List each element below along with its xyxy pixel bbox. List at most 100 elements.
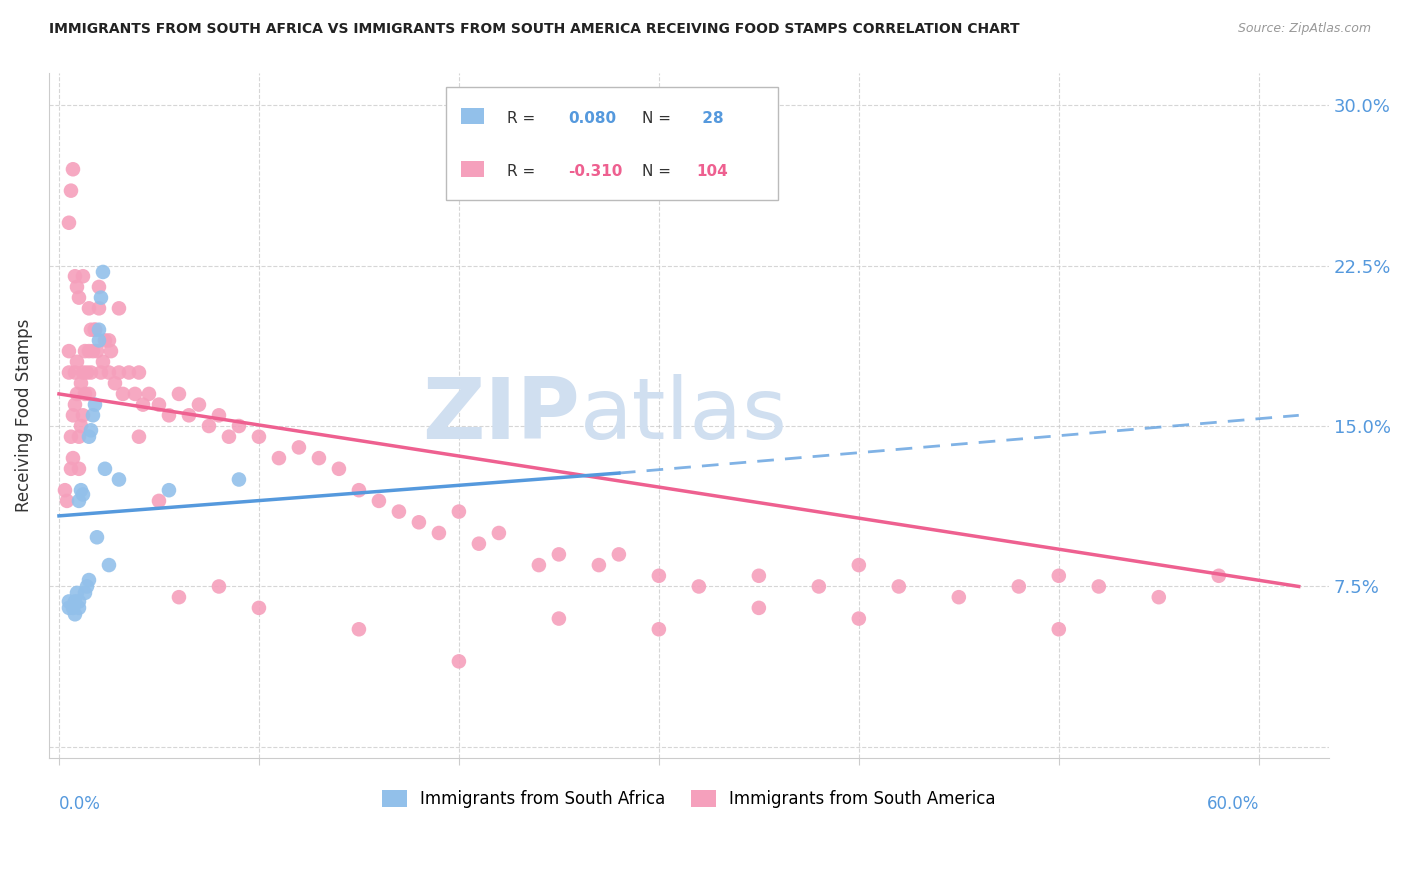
Point	[77, 301, 100, 316]
Point	[308, 451, 330, 466]
Point	[247, 430, 270, 444]
Point	[70, 483, 93, 498]
Point	[94, 334, 117, 348]
Point	[77, 573, 100, 587]
Point	[94, 462, 117, 476]
Point	[177, 409, 200, 423]
Point	[67, 494, 90, 508]
Point	[748, 568, 770, 582]
Point	[328, 462, 350, 476]
Point	[80, 423, 103, 437]
Point	[588, 558, 610, 572]
Point	[87, 334, 110, 348]
Point	[247, 600, 270, 615]
Point	[1208, 568, 1230, 582]
Point	[347, 483, 370, 498]
Point	[91, 265, 114, 279]
Point	[118, 366, 141, 380]
Point	[86, 530, 108, 544]
Point	[56, 494, 79, 508]
Point	[887, 579, 910, 593]
Point	[84, 398, 107, 412]
Point	[63, 269, 86, 284]
Point	[104, 376, 127, 391]
Point	[59, 184, 82, 198]
Point	[67, 291, 90, 305]
Point	[70, 419, 93, 434]
Point	[111, 387, 134, 401]
Point	[138, 387, 160, 401]
Point	[73, 586, 96, 600]
Point	[447, 505, 470, 519]
Point	[427, 526, 450, 541]
Point	[91, 355, 114, 369]
Point	[468, 537, 491, 551]
Point	[648, 622, 671, 636]
Point	[267, 451, 290, 466]
Point	[66, 586, 89, 600]
Text: atlas: atlas	[581, 374, 789, 457]
Y-axis label: Receiving Food Stamps: Receiving Food Stamps	[15, 318, 32, 512]
Point	[488, 526, 510, 541]
Point	[748, 600, 770, 615]
Point	[148, 398, 170, 412]
Point	[66, 387, 89, 401]
Point	[548, 611, 571, 625]
Point	[90, 291, 112, 305]
Point	[208, 579, 231, 593]
Point	[848, 558, 870, 572]
Point	[1008, 579, 1031, 593]
Point	[447, 654, 470, 668]
Point	[63, 594, 86, 608]
Point	[128, 366, 150, 380]
Point	[84, 323, 107, 337]
Text: R =: R =	[508, 164, 540, 179]
Point	[548, 548, 571, 562]
Point	[97, 366, 120, 380]
Point	[388, 505, 411, 519]
Point	[228, 419, 250, 434]
Point	[228, 473, 250, 487]
Point	[688, 579, 710, 593]
Point	[58, 344, 80, 359]
Point	[87, 323, 110, 337]
Point	[62, 162, 84, 177]
Point	[1047, 622, 1070, 636]
Point	[187, 398, 209, 412]
Point	[807, 579, 830, 593]
Point	[77, 344, 100, 359]
Point	[62, 409, 84, 423]
Point	[108, 301, 131, 316]
Point	[87, 280, 110, 294]
Point	[607, 548, 630, 562]
Point	[63, 398, 86, 412]
Text: 28: 28	[696, 111, 723, 126]
Text: 104: 104	[696, 164, 728, 179]
Point	[527, 558, 550, 572]
Point	[82, 409, 104, 423]
Point	[58, 600, 80, 615]
Point	[72, 487, 94, 501]
Text: 0.0%: 0.0%	[59, 796, 101, 814]
Point	[288, 441, 311, 455]
Point	[108, 366, 131, 380]
Point	[76, 579, 98, 593]
Point	[124, 387, 146, 401]
Point	[59, 462, 82, 476]
Point	[80, 323, 103, 337]
Point	[62, 451, 84, 466]
Point	[157, 409, 180, 423]
FancyBboxPatch shape	[461, 108, 484, 124]
Point	[97, 334, 120, 348]
Point	[72, 269, 94, 284]
Point	[167, 590, 190, 604]
Point	[198, 419, 221, 434]
Point	[368, 494, 391, 508]
Point	[848, 611, 870, 625]
Point	[58, 594, 80, 608]
Point	[80, 366, 103, 380]
Text: IMMIGRANTS FROM SOUTH AFRICA VS IMMIGRANTS FROM SOUTH AMERICA RECEIVING FOOD STA: IMMIGRANTS FROM SOUTH AFRICA VS IMMIGRAN…	[49, 22, 1019, 37]
Point	[1147, 590, 1170, 604]
Point	[67, 594, 90, 608]
Point	[77, 387, 100, 401]
